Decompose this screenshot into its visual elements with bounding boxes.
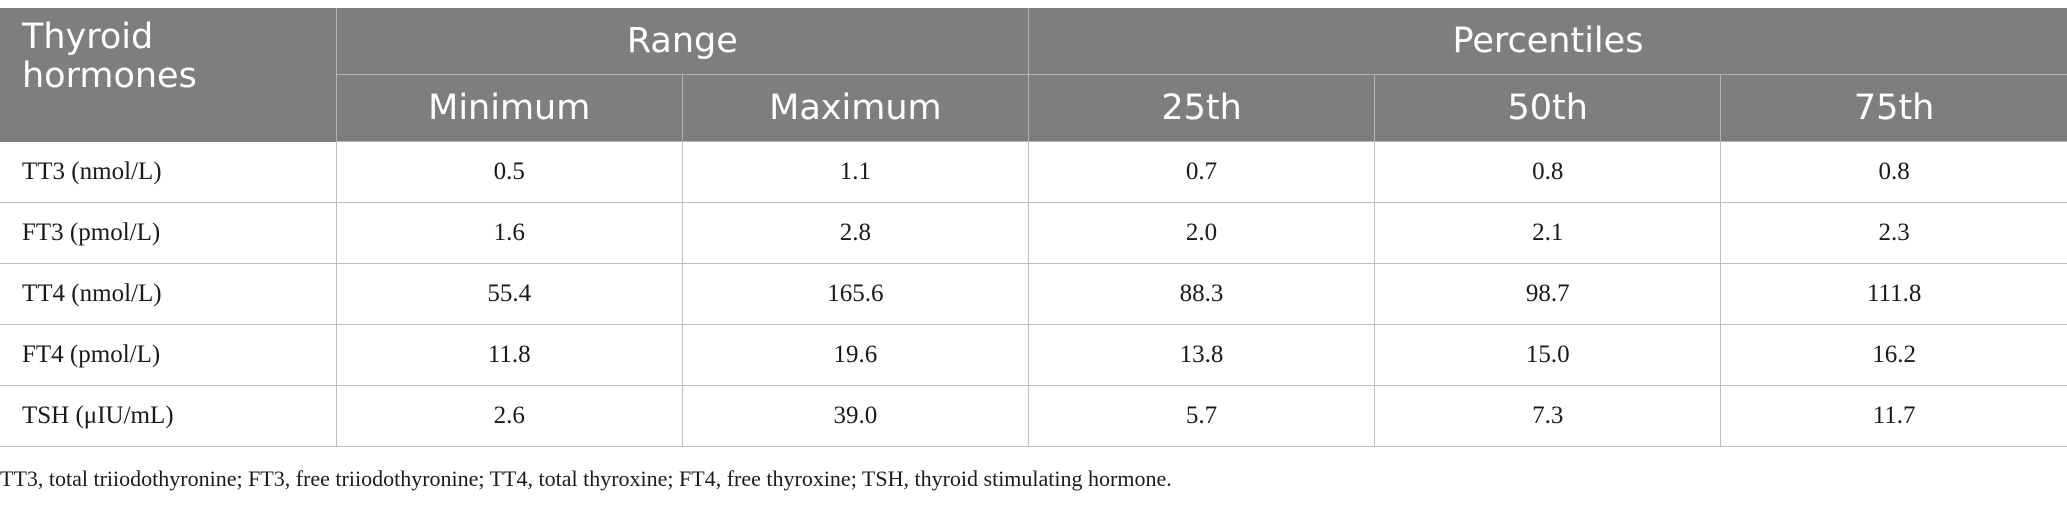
table-row: TSH (μIU/mL) 2.6 39.0 5.7 7.3 11.7 bbox=[0, 385, 2067, 447]
cell-minimum: 1.6 bbox=[336, 202, 683, 264]
table-header: Thyroid hormones Range Percentiles Minim… bbox=[0, 8, 2067, 142]
cell-maximum: 165.6 bbox=[682, 263, 1029, 325]
cell-maximum: 1.1 bbox=[682, 141, 1029, 203]
thyroid-hormones-table: Thyroid hormones Range Percentiles Minim… bbox=[0, 8, 2067, 447]
cell-75th: 0.8 bbox=[1720, 141, 2067, 203]
table-row: FT4 (pmol/L) 11.8 19.6 13.8 15.0 16.2 bbox=[0, 324, 2067, 386]
cell-maximum: 39.0 bbox=[682, 385, 1029, 447]
table-body: TT3 (nmol/L) 0.5 1.1 0.7 0.8 0.8 FT3 (pm… bbox=[0, 141, 2067, 447]
cell-25th: 0.7 bbox=[1028, 141, 1376, 203]
row-label: TSH (μIU/mL) bbox=[0, 385, 337, 447]
cell-25th: 88.3 bbox=[1028, 263, 1376, 325]
row-label: FT3 (pmol/L) bbox=[0, 202, 337, 264]
header-group-percentiles: Percentiles bbox=[1028, 8, 2067, 75]
cell-25th: 13.8 bbox=[1028, 324, 1376, 386]
cell-minimum: 55.4 bbox=[336, 263, 683, 325]
header-group-range: Range bbox=[336, 8, 1029, 75]
cell-50th: 15.0 bbox=[1374, 324, 1722, 386]
cell-50th: 0.8 bbox=[1374, 141, 1722, 203]
table-footnote: TT3, total triiodothyronine; FT3, free t… bbox=[0, 466, 1172, 491]
cell-50th: 2.1 bbox=[1374, 202, 1722, 264]
row-label: TT4 (nmol/L) bbox=[0, 263, 337, 325]
header-25th: 25th bbox=[1028, 74, 1376, 142]
row-label: TT3 (nmol/L) bbox=[0, 141, 337, 203]
table-row: TT3 (nmol/L) 0.5 1.1 0.7 0.8 0.8 bbox=[0, 141, 2067, 203]
cell-minimum: 11.8 bbox=[336, 324, 683, 386]
row-label: FT4 (pmol/L) bbox=[0, 324, 337, 386]
cell-50th: 98.7 bbox=[1374, 263, 1722, 325]
cell-75th: 16.2 bbox=[1720, 324, 2067, 386]
cell-25th: 2.0 bbox=[1028, 202, 1376, 264]
header-corner: Thyroid hormones bbox=[0, 8, 337, 142]
header-50th: 50th bbox=[1374, 74, 1722, 142]
header-minimum: Minimum bbox=[336, 74, 683, 142]
header-maximum: Maximum bbox=[682, 74, 1029, 142]
cell-maximum: 2.8 bbox=[682, 202, 1029, 264]
table-row: FT3 (pmol/L) 1.6 2.8 2.0 2.1 2.3 bbox=[0, 202, 2067, 264]
table-row: TT4 (nmol/L) 55.4 165.6 88.3 98.7 111.8 bbox=[0, 263, 2067, 325]
cell-75th: 11.7 bbox=[1720, 385, 2067, 447]
cell-75th: 111.8 bbox=[1720, 263, 2067, 325]
cell-minimum: 0.5 bbox=[336, 141, 683, 203]
header-row-columns: Minimum Maximum 25th 50th 75th bbox=[0, 74, 2067, 142]
cell-50th: 7.3 bbox=[1374, 385, 1722, 447]
header-row-groups: Thyroid hormones Range Percentiles bbox=[0, 8, 2067, 142]
data-table-container: Thyroid hormones Range Percentiles Minim… bbox=[0, 8, 2067, 447]
cell-75th: 2.3 bbox=[1720, 202, 2067, 264]
cell-maximum: 19.6 bbox=[682, 324, 1029, 386]
cell-25th: 5.7 bbox=[1028, 385, 1376, 447]
header-75th: 75th bbox=[1720, 74, 2067, 142]
cell-minimum: 2.6 bbox=[336, 385, 683, 447]
